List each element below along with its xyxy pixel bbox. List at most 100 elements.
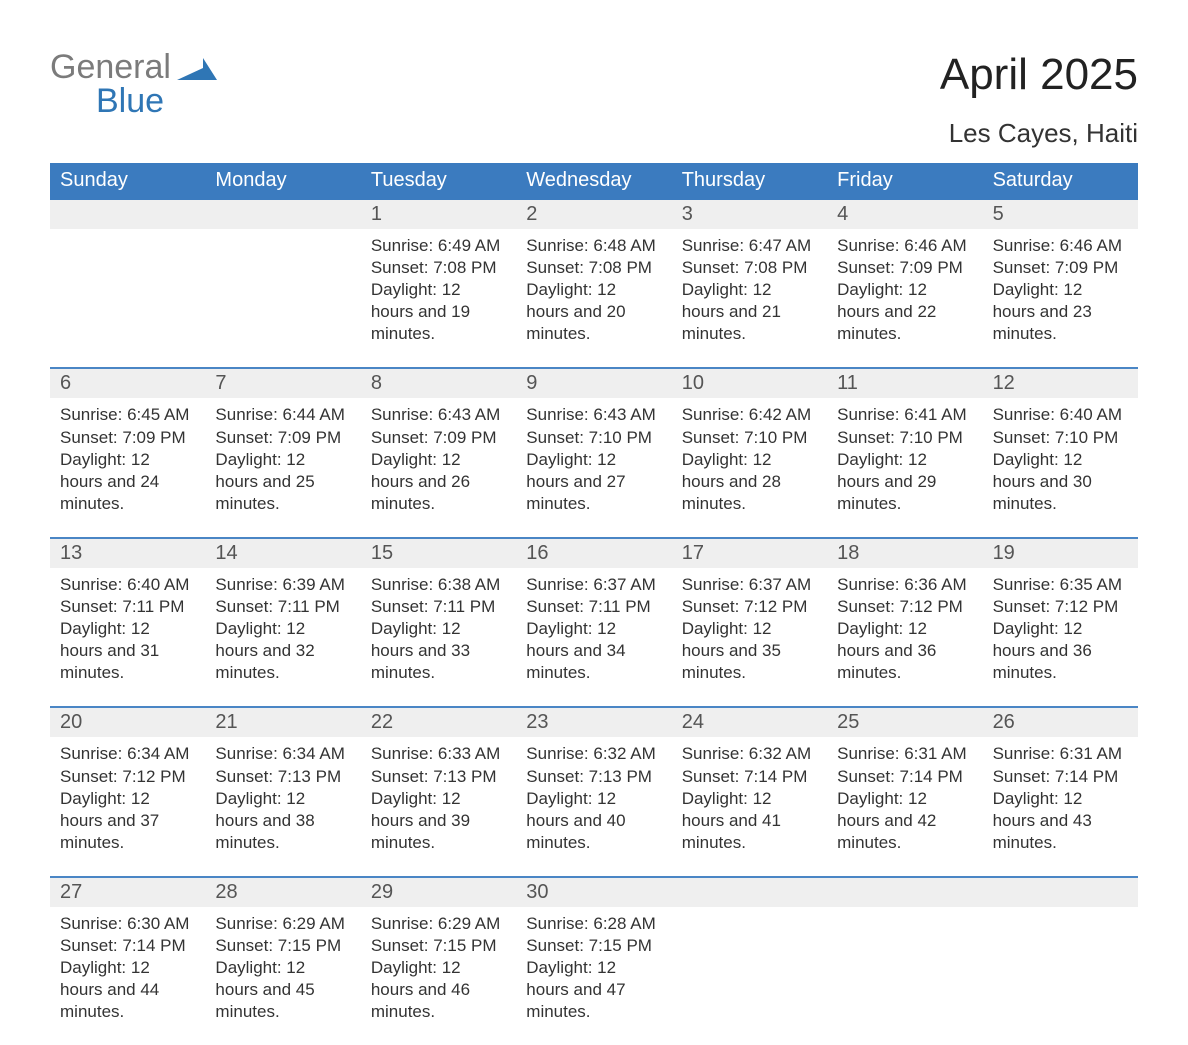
calendar-cell: 29Sunrise: 6:29 AMSunset: 7:15 PMDayligh… [361, 878, 516, 1045]
calendar-cell: 5Sunrise: 6:46 AMSunset: 7:09 PMDaylight… [983, 200, 1138, 367]
sunset-text: Sunset: 7:10 PM [526, 427, 661, 449]
day-details: Sunrise: 6:40 AMSunset: 7:11 PMDaylight:… [50, 568, 205, 684]
daylight-text: Daylight: 12 hours and 32 minutes. [215, 618, 350, 684]
day-number: 20 [50, 708, 205, 737]
calendar-cell: 11Sunrise: 6:41 AMSunset: 7:10 PMDayligh… [827, 369, 982, 536]
day-number: 15 [361, 539, 516, 568]
day-number: 12 [983, 369, 1138, 398]
calendar-header-saturday: Saturday [983, 163, 1138, 200]
day-number: 4 [827, 200, 982, 229]
sunrise-text: Sunrise: 6:40 AM [993, 404, 1128, 426]
day-details: Sunrise: 6:46 AMSunset: 7:09 PMDaylight:… [827, 229, 982, 345]
day-details: Sunrise: 6:29 AMSunset: 7:15 PMDaylight:… [361, 907, 516, 1023]
calendar-cell: 17Sunrise: 6:37 AMSunset: 7:12 PMDayligh… [672, 539, 827, 706]
day-number: 1 [361, 200, 516, 229]
day-details: Sunrise: 6:47 AMSunset: 7:08 PMDaylight:… [672, 229, 827, 345]
day-number: 3 [672, 200, 827, 229]
sunrise-text: Sunrise: 6:48 AM [526, 235, 661, 257]
day-details: Sunrise: 6:34 AMSunset: 7:13 PMDaylight:… [205, 737, 360, 853]
day-details: Sunrise: 6:49 AMSunset: 7:08 PMDaylight:… [361, 229, 516, 345]
day-number: 8 [361, 369, 516, 398]
calendar-cell: 1Sunrise: 6:49 AMSunset: 7:08 PMDaylight… [361, 200, 516, 367]
calendar-cell: 9Sunrise: 6:43 AMSunset: 7:10 PMDaylight… [516, 369, 671, 536]
daylight-text: Daylight: 12 hours and 45 minutes. [215, 957, 350, 1023]
day-number: 16 [516, 539, 671, 568]
calendar-cell: 16Sunrise: 6:37 AMSunset: 7:11 PMDayligh… [516, 539, 671, 706]
day-details: Sunrise: 6:34 AMSunset: 7:12 PMDaylight:… [50, 737, 205, 853]
sunset-text: Sunset: 7:11 PM [60, 596, 195, 618]
sunrise-text: Sunrise: 6:43 AM [371, 404, 506, 426]
day-details: Sunrise: 6:42 AMSunset: 7:10 PMDaylight:… [672, 398, 827, 514]
day-details: Sunrise: 6:44 AMSunset: 7:09 PMDaylight:… [205, 398, 360, 514]
sunset-text: Sunset: 7:13 PM [526, 766, 661, 788]
page-subtitle: Les Cayes, Haiti [940, 118, 1138, 149]
calendar-cell [827, 878, 982, 1045]
day-details: Sunrise: 6:35 AMSunset: 7:12 PMDaylight:… [983, 568, 1138, 684]
sunrise-text: Sunrise: 6:32 AM [682, 743, 817, 765]
calendar-cell: 27Sunrise: 6:30 AMSunset: 7:14 PMDayligh… [50, 878, 205, 1045]
day-details: Sunrise: 6:43 AMSunset: 7:10 PMDaylight:… [516, 398, 671, 514]
day-details: Sunrise: 6:46 AMSunset: 7:09 PMDaylight:… [983, 229, 1138, 345]
sunset-text: Sunset: 7:11 PM [371, 596, 506, 618]
calendar-cell [672, 878, 827, 1045]
daylight-text: Daylight: 12 hours and 34 minutes. [526, 618, 661, 684]
sunrise-text: Sunrise: 6:49 AM [371, 235, 506, 257]
logo-word-2: Blue [96, 84, 217, 118]
daylight-text: Daylight: 12 hours and 41 minutes. [682, 788, 817, 854]
daylight-text: Daylight: 12 hours and 26 minutes. [371, 449, 506, 515]
sunset-text: Sunset: 7:08 PM [526, 257, 661, 279]
daylight-text: Daylight: 12 hours and 31 minutes. [60, 618, 195, 684]
sunset-text: Sunset: 7:15 PM [371, 935, 506, 957]
day-details: Sunrise: 6:40 AMSunset: 7:10 PMDaylight:… [983, 398, 1138, 514]
sunset-text: Sunset: 7:10 PM [682, 427, 817, 449]
daylight-text: Daylight: 12 hours and 29 minutes. [837, 449, 972, 515]
daylight-text: Daylight: 12 hours and 19 minutes. [371, 279, 506, 345]
day-details: Sunrise: 6:28 AMSunset: 7:15 PMDaylight:… [516, 907, 671, 1023]
sunset-text: Sunset: 7:13 PM [371, 766, 506, 788]
calendar-cell: 15Sunrise: 6:38 AMSunset: 7:11 PMDayligh… [361, 539, 516, 706]
sunrise-text: Sunrise: 6:42 AM [682, 404, 817, 426]
sunset-text: Sunset: 7:12 PM [837, 596, 972, 618]
day-number: 25 [827, 708, 982, 737]
daylight-text: Daylight: 12 hours and 21 minutes. [682, 279, 817, 345]
daylight-text: Daylight: 12 hours and 39 minutes. [371, 788, 506, 854]
calendar-week-row: 20Sunrise: 6:34 AMSunset: 7:12 PMDayligh… [50, 706, 1138, 875]
day-details: Sunrise: 6:30 AMSunset: 7:14 PMDaylight:… [50, 907, 205, 1023]
sunrise-text: Sunrise: 6:29 AM [215, 913, 350, 935]
day-details: Sunrise: 6:32 AMSunset: 7:13 PMDaylight:… [516, 737, 671, 853]
sunset-text: Sunset: 7:09 PM [60, 427, 195, 449]
daylight-text: Daylight: 12 hours and 28 minutes. [682, 449, 817, 515]
calendar-cell: 21Sunrise: 6:34 AMSunset: 7:13 PMDayligh… [205, 708, 360, 875]
calendar-header-row: SundayMondayTuesdayWednesdayThursdayFrid… [50, 163, 1138, 200]
calendar-header-friday: Friday [827, 163, 982, 200]
sunset-text: Sunset: 7:14 PM [682, 766, 817, 788]
sunset-text: Sunset: 7:08 PM [682, 257, 817, 279]
day-number [672, 878, 827, 907]
calendar-cell: 12Sunrise: 6:40 AMSunset: 7:10 PMDayligh… [983, 369, 1138, 536]
daylight-text: Daylight: 12 hours and 20 minutes. [526, 279, 661, 345]
sunset-text: Sunset: 7:14 PM [993, 766, 1128, 788]
calendar-header-tuesday: Tuesday [361, 163, 516, 200]
sunrise-text: Sunrise: 6:34 AM [60, 743, 195, 765]
sunrise-text: Sunrise: 6:29 AM [371, 913, 506, 935]
calendar-cell [983, 878, 1138, 1045]
sunrise-text: Sunrise: 6:33 AM [371, 743, 506, 765]
sunrise-text: Sunrise: 6:28 AM [526, 913, 661, 935]
sunrise-text: Sunrise: 6:35 AM [993, 574, 1128, 596]
sunrise-text: Sunrise: 6:32 AM [526, 743, 661, 765]
calendar: SundayMondayTuesdayWednesdayThursdayFrid… [50, 163, 1138, 1045]
day-number: 10 [672, 369, 827, 398]
sunrise-text: Sunrise: 6:45 AM [60, 404, 195, 426]
day-number: 22 [361, 708, 516, 737]
calendar-cell: 20Sunrise: 6:34 AMSunset: 7:12 PMDayligh… [50, 708, 205, 875]
sunrise-text: Sunrise: 6:37 AM [682, 574, 817, 596]
daylight-text: Daylight: 12 hours and 44 minutes. [60, 957, 195, 1023]
sunrise-text: Sunrise: 6:40 AM [60, 574, 195, 596]
day-details: Sunrise: 6:32 AMSunset: 7:14 PMDaylight:… [672, 737, 827, 853]
calendar-week-row: 27Sunrise: 6:30 AMSunset: 7:14 PMDayligh… [50, 876, 1138, 1045]
logo-word-1: General [50, 50, 171, 84]
sunrise-text: Sunrise: 6:36 AM [837, 574, 972, 596]
sunset-text: Sunset: 7:11 PM [526, 596, 661, 618]
day-number: 30 [516, 878, 671, 907]
day-number: 21 [205, 708, 360, 737]
